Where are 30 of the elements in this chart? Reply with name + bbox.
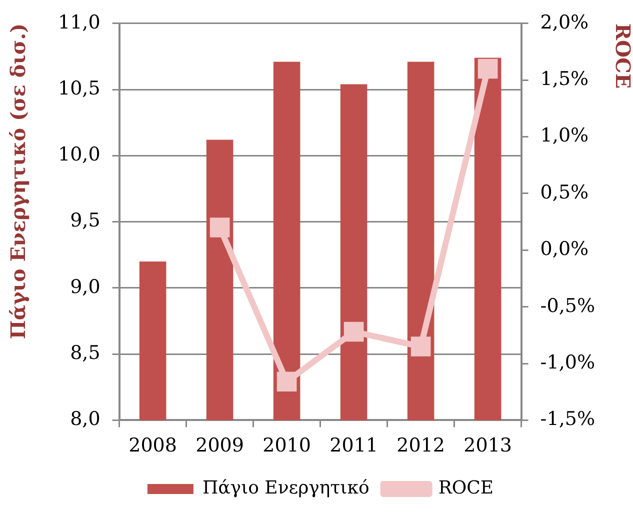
y2-tick-label: -1,5%	[540, 408, 596, 430]
y-tick-label: 10,5	[58, 77, 100, 100]
point	[410, 336, 431, 356]
y-tick-label: 10,0	[58, 144, 100, 166]
legend-label: ROCE	[438, 478, 494, 499]
x-tick-label: 2009	[196, 434, 244, 457]
y2-tick-label: 0,0%	[540, 238, 589, 260]
x-tick-label: 2012	[396, 434, 445, 457]
y2-tick-label: 1,0%	[540, 124, 589, 147]
y-tick-label: 9,5	[70, 210, 100, 232]
y-tick-label: 8,5	[70, 342, 100, 364]
y-tick-label: 9,0	[70, 276, 100, 298]
y-axis-title: Πάγιο Ενεργητικό (σε δισ.)	[6, 23, 30, 340]
y2-tick-label: 0,5%	[540, 181, 589, 204]
x-tick-label: 2010	[262, 434, 311, 457]
point	[210, 218, 230, 238]
y-tick-label: 11,0	[58, 11, 100, 34]
x-tick-label: 2008	[128, 434, 177, 457]
point	[344, 322, 364, 342]
y2-tick-label: -1,0%	[540, 351, 596, 374]
y-tick-label: 8,0	[70, 408, 100, 430]
y2-tick-label: 2,0%	[540, 11, 589, 34]
legend-label: Πάγιο Ενεργητικό	[202, 478, 370, 499]
x-tick-label: 2011	[330, 434, 378, 457]
y2-axis-title: ROCE	[610, 23, 633, 89]
y2-tick-label: -0,5%	[540, 294, 596, 317]
point	[478, 58, 498, 79]
point	[276, 372, 297, 392]
y2-tick-label: 1,5%	[540, 68, 589, 90]
x-tick-label: 2013	[464, 434, 512, 457]
